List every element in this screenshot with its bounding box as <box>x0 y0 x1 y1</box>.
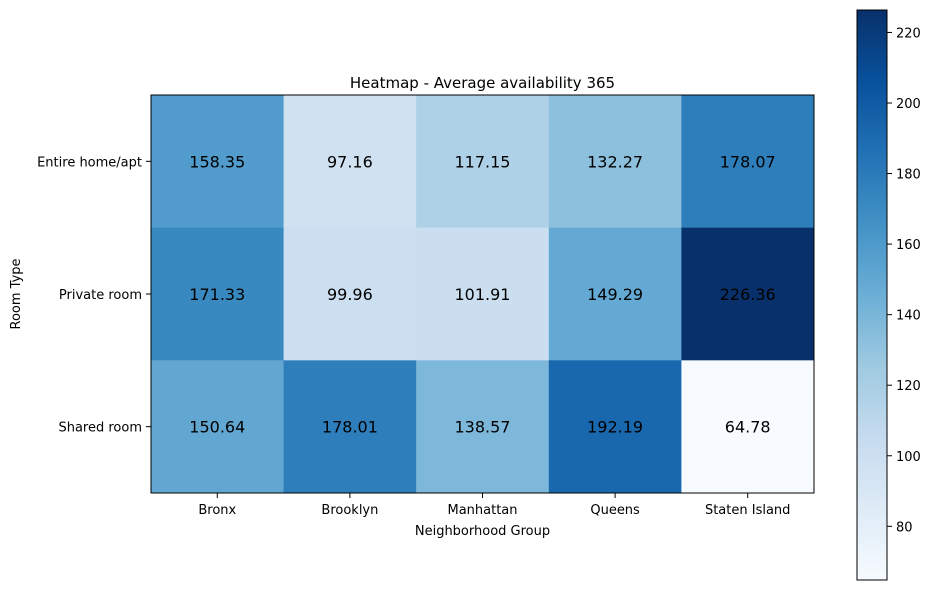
heatmap-cell <box>151 227 285 361</box>
heatmap-cell <box>283 360 417 494</box>
heatmap-cell <box>681 227 815 361</box>
cell-value-label: 226.36 <box>720 285 776 304</box>
heatmap-cell <box>548 95 682 229</box>
x-tick-label: Bronx <box>198 503 236 518</box>
heatmap-cell <box>681 360 815 494</box>
cell-value-label: 150.64 <box>189 418 245 437</box>
x-axis-ticks: Bronx Brooklyn Manhattan Queens Staten Islan… <box>198 493 790 518</box>
cell-value-label: 178.07 <box>720 152 776 171</box>
cell-value-label: 171.33 <box>189 285 245 304</box>
cell-value-label: 178.01 <box>322 418 378 437</box>
cell-value-label: 101.91 <box>455 285 511 304</box>
cell-value-label: 99.96 <box>327 285 373 304</box>
colorbar-tick-label: 120 <box>896 379 921 394</box>
x-tick-label: Manhattan <box>447 503 517 518</box>
cell-value-label: 138.57 <box>455 418 511 437</box>
y-tick-label: Shared room <box>58 421 142 436</box>
cell-value-label: 192.19 <box>587 418 643 437</box>
heatmap-cell <box>548 227 682 361</box>
heatmap-cell <box>151 360 285 494</box>
colorbar <box>856 9 888 581</box>
colorbar-tick-label: 180 <box>896 168 921 183</box>
heatmap-cells: 158.35 97.16 117.15 132.27 178.07 171.33 99.96… <box>151 95 815 494</box>
cell-value-label: 132.27 <box>587 152 643 171</box>
y-axis-label: Room Type <box>9 258 24 329</box>
cell-value-label: 117.15 <box>455 152 511 171</box>
heatmap-cell <box>681 95 815 229</box>
cell-value-label: 149.29 <box>587 285 643 304</box>
cell-value-label: 158.35 <box>189 152 245 171</box>
heatmap-cell <box>416 227 550 361</box>
x-tick-label: Staten Island <box>705 503 790 518</box>
chart-title: Heatmap - Average availability 365 <box>350 74 615 92</box>
x-axis-label: Neighborhood Group <box>415 524 550 539</box>
colorbar-tick-label: 80 <box>896 520 913 535</box>
cell-value-label: 97.16 <box>327 152 373 171</box>
colorbar-tick-label: 160 <box>896 238 921 253</box>
y-tick-label: Private room <box>59 288 142 303</box>
heatmap-cell <box>548 360 682 494</box>
colorbar-tick-label: 140 <box>896 309 921 324</box>
y-axis-ticks: Entire home/apt Private room Shared room <box>37 155 151 436</box>
heatmap-cell <box>416 360 550 494</box>
heatmap-cell <box>283 95 417 229</box>
colorbar-ticks: 80 100 120 140 160 180 200 220 <box>887 26 921 535</box>
cell-value-label: 64.78 <box>725 418 771 437</box>
x-tick-label: Queens <box>590 503 640 518</box>
colorbar-tick-label: 100 <box>896 450 921 465</box>
heatmap-cell <box>416 95 550 229</box>
colorbar-tick-label: 220 <box>896 26 921 41</box>
x-tick-label: Brooklyn <box>321 503 378 518</box>
heatmap-cell <box>151 95 285 229</box>
y-tick-label: Entire home/apt <box>37 155 142 170</box>
heatmap-cell <box>283 227 417 361</box>
colorbar-tick-label: 200 <box>896 97 921 112</box>
